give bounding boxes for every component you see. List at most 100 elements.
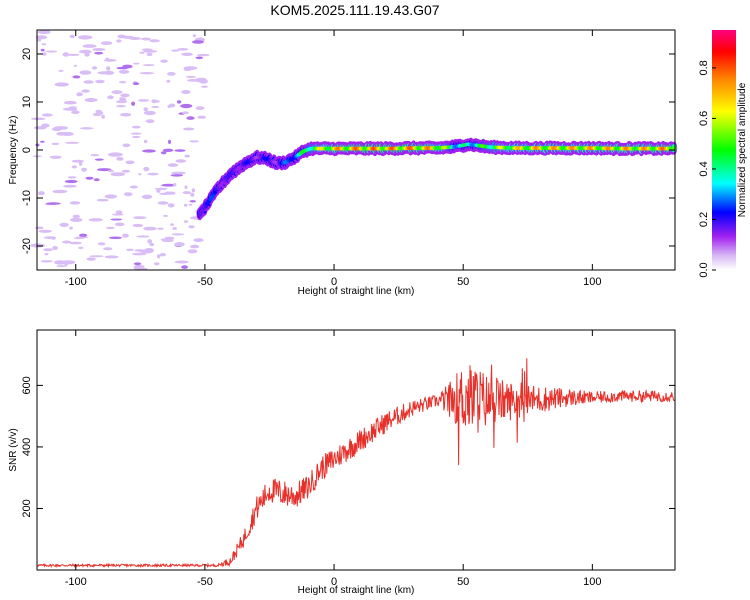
noise-blob — [151, 106, 160, 108]
snr-plot-area — [37, 330, 675, 570]
noise-blob — [145, 119, 155, 124]
noise-blob — [171, 171, 186, 175]
snr-x-axis-label: Height of straight line (km) — [298, 585, 415, 596]
noise-blob — [50, 156, 61, 159]
noise-blob — [180, 103, 193, 109]
noise-blob — [157, 254, 161, 259]
noise-blob — [172, 227, 178, 230]
noise-blob — [133, 216, 147, 220]
noise-blob — [41, 43, 47, 46]
noise-blob — [176, 100, 182, 104]
spectrogram-x-axis-label: Height of straight line (km) — [298, 286, 415, 297]
noise-blob — [110, 218, 123, 221]
noise-blob — [72, 214, 81, 219]
noise-blob — [69, 226, 73, 230]
noise-blob — [70, 217, 83, 222]
noise-blob — [160, 59, 168, 63]
noise-blob — [160, 238, 172, 241]
spectrogram-y-axis: -20 -10 0 10 20 — [21, 48, 675, 254]
noise-blob — [69, 201, 81, 205]
noise-blob — [191, 188, 196, 193]
noise-blob — [67, 176, 77, 179]
noise-blob — [62, 52, 70, 57]
noise-blob — [56, 265, 67, 268]
noise-blob — [40, 260, 53, 263]
noise-blob — [45, 50, 58, 53]
snr-y-axis: 200 400 600 — [21, 376, 675, 518]
noise-blob — [193, 238, 204, 243]
noise-blob — [110, 172, 126, 177]
noise-blob — [143, 139, 148, 144]
noise-blob — [167, 163, 179, 167]
noise-blob — [114, 222, 125, 227]
noise-blob — [106, 226, 115, 230]
noise-blob — [141, 194, 153, 199]
noise-blob — [167, 203, 175, 208]
spectrogram-ridge-layer — [196, 137, 678, 221]
noise-blob — [81, 167, 87, 172]
noise-blob — [146, 52, 153, 57]
colorbar-ticks: 0.0 0.2 0.4 0.6 0.8 — [698, 60, 716, 278]
noise-blob — [35, 35, 48, 40]
noise-blob — [104, 70, 115, 75]
noise-blob — [201, 85, 208, 88]
noise-blob — [132, 135, 141, 139]
noise-blob — [106, 66, 111, 71]
noise-blob — [166, 79, 171, 83]
snr-x-tick-label: -100 — [65, 576, 87, 588]
noise-blob — [40, 140, 45, 143]
noise-blob — [31, 117, 46, 121]
noise-blob — [174, 242, 185, 247]
noise-blob — [79, 127, 94, 130]
noise-blob — [63, 184, 77, 188]
noise-blob — [170, 174, 183, 177]
noise-blob — [149, 39, 160, 43]
spectrogram-x-axis: -100 -50 0 50 100 — [65, 30, 602, 288]
noise-blob — [143, 107, 149, 112]
noise-blob — [125, 248, 134, 251]
noise-blob — [97, 168, 112, 172]
noise-blob — [120, 93, 130, 98]
noise-blob — [119, 81, 127, 84]
snr-x-tick-label: 100 — [583, 576, 601, 588]
noise-blob — [97, 242, 106, 246]
noise-blob — [163, 214, 168, 217]
noise-blob — [174, 149, 186, 152]
snr-series-line — [36, 358, 675, 569]
noise-blob — [116, 105, 126, 108]
noise-blob — [190, 192, 195, 197]
noise-blob — [173, 183, 177, 187]
noise-blob — [35, 226, 44, 230]
noise-blob — [141, 37, 152, 41]
noise-blob — [149, 242, 155, 247]
noise-blob — [59, 222, 69, 227]
noise-blob — [78, 49, 92, 54]
noise-blob — [89, 255, 104, 258]
noise-blob — [116, 66, 129, 70]
noise-blob — [42, 52, 47, 56]
noise-blob — [56, 131, 67, 136]
noise-blob — [64, 179, 78, 184]
noise-blob — [65, 141, 80, 144]
noise-blob — [82, 44, 97, 48]
noise-blob — [181, 90, 191, 94]
noise-blob — [187, 79, 201, 82]
noise-blob — [121, 169, 131, 173]
noise-blob — [132, 223, 144, 228]
snr-x-tick-label: -50 — [197, 576, 213, 588]
noise-blob — [79, 233, 88, 237]
noise-blob — [151, 99, 157, 104]
noise-blob — [52, 189, 68, 194]
noise-blob — [96, 198, 109, 202]
noise-blob — [125, 160, 135, 165]
noise-blob — [142, 149, 156, 153]
noise-blob — [71, 159, 85, 163]
noise-blob — [188, 225, 195, 229]
colorbar-tick-label: 0.0 — [698, 262, 710, 277]
noise-blob — [183, 68, 192, 72]
noise-blob — [78, 161, 83, 166]
noise-blob — [122, 233, 129, 238]
noise-blob — [88, 218, 104, 222]
noise-blob — [195, 106, 205, 111]
